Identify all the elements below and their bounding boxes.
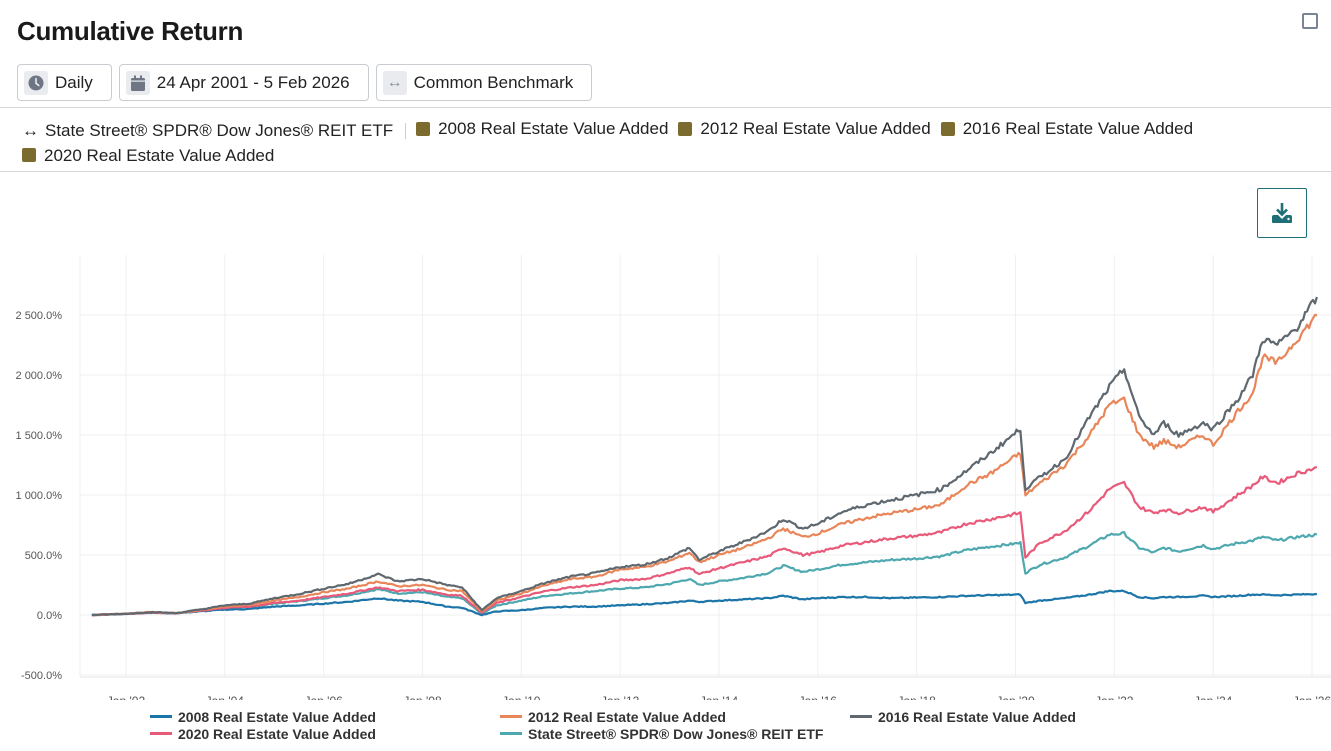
- series-filter-bar: ↔ State Street® SPDR® Dow Jones® REIT ET…: [22, 116, 1312, 169]
- y-tick-label: 500.0%: [25, 550, 63, 562]
- series-line-0: [91, 589, 1317, 617]
- x-tick-label: Jan '10: [502, 694, 541, 700]
- legend-item-2008[interactable]: 2008 Real Estate Value Added: [150, 708, 376, 725]
- filter-portfolio-2012[interactable]: 2012 Real Estate Value Added: [678, 116, 931, 141]
- x-tick-label: Jan '26: [1293, 694, 1331, 700]
- legend-label: 2020 Real Estate Value Added: [178, 725, 376, 742]
- clock-icon: [24, 70, 48, 95]
- filter-benchmark[interactable]: ↔ State Street® SPDR® Dow Jones® REIT ET…: [22, 118, 393, 143]
- x-tick-label: Jan '08: [403, 694, 442, 700]
- filter-benchmark-label: State Street® SPDR® Dow Jones® REIT ETF: [45, 120, 394, 140]
- x-tick-label: Jan '14: [700, 694, 739, 700]
- benchmark-selector[interactable]: ↔ Common Benchmark: [375, 64, 593, 101]
- legend-label: 2016 Real Estate Value Added: [878, 708, 1076, 725]
- legend-label: 2008 Real Estate Value Added: [178, 708, 376, 725]
- y-tick-label: -500.0%: [21, 670, 62, 682]
- x-tick-label: Jan '02: [107, 694, 146, 700]
- y-tick-label: 1 500.0%: [16, 430, 63, 442]
- portfolio-color-swatch: [940, 121, 955, 136]
- x-tick-label: Jan '22: [1095, 694, 1134, 700]
- frequency-selector[interactable]: Daily: [17, 64, 112, 101]
- series-line-3: [91, 466, 1317, 617]
- legend-label: 2012 Real Estate Value Added: [528, 708, 726, 725]
- filter-separator: [405, 123, 407, 140]
- series-lines: [91, 296, 1318, 617]
- divider: [0, 107, 1331, 108]
- download-button[interactable]: [1257, 188, 1307, 238]
- benchmark-label: Common Benchmark: [413, 72, 574, 92]
- maximize-square-icon[interactable]: [1302, 13, 1318, 29]
- portfolio-color-swatch: [416, 121, 431, 136]
- left-right-arrow-icon: ↔: [22, 120, 39, 140]
- filter-portfolio-label: 2020 Real Estate Value Added: [44, 145, 275, 165]
- y-tick-label: 2 500.0%: [16, 310, 63, 322]
- filter-portfolio-label: 2016 Real Estate Value Added: [962, 119, 1194, 138]
- divider: [0, 171, 1331, 172]
- frequency-label: Daily: [55, 72, 93, 92]
- cumulative-return-chart: -500.0% 0.0% 500.0% 1 000.0% 1 500.0% 2 000.0…: [16, 255, 1331, 700]
- legend-swatch: [850, 715, 872, 718]
- download-icon: [1272, 203, 1292, 223]
- y-axis: -500.0% 0.0% 500.0% 1 000.0% 1 500.0% 2 000.0…: [16, 310, 63, 682]
- y-tick-label: 2 000.0%: [16, 370, 63, 382]
- legend-item-benchmark[interactable]: State Street® SPDR® Dow Jones® REIT ETF: [500, 725, 823, 742]
- calendar-icon: [125, 70, 150, 95]
- x-tick-label: Jan '16: [799, 694, 838, 700]
- legend-item-2020[interactable]: 2020 Real Estate Value Added: [150, 725, 376, 742]
- date-range-label: 24 Apr 2001 - 5 Feb 2026: [156, 72, 350, 92]
- legend-swatch: [150, 732, 172, 735]
- x-tick-label: Jan '20: [996, 694, 1035, 700]
- grid: [79, 255, 1331, 678]
- portfolio-color-swatch: [678, 121, 693, 136]
- x-tick-label: Jan '06: [305, 694, 344, 700]
- legend-swatch: [500, 732, 522, 735]
- filter-portfolio-label: 2008 Real Estate Value Added: [438, 119, 669, 138]
- y-tick-label: 1 000.0%: [16, 490, 63, 502]
- left-right-arrow-icon: ↔: [382, 70, 407, 95]
- legend-swatch: [150, 715, 172, 718]
- x-tick-label: Jan '18: [898, 694, 937, 700]
- legend-item-2016[interactable]: 2016 Real Estate Value Added: [850, 708, 1076, 725]
- date-range-selector[interactable]: 24 Apr 2001 - 5 Feb 2026: [118, 64, 369, 101]
- legend-label: State Street® SPDR® Dow Jones® REIT ETF: [528, 725, 824, 742]
- filter-portfolio-label: 2012 Real Estate Value Added: [700, 119, 931, 138]
- y-tick-label: 0.0%: [37, 610, 62, 622]
- portfolio-color-swatch: [22, 148, 36, 162]
- legend-swatch: [500, 715, 522, 718]
- filter-portfolio-2008[interactable]: 2008 Real Estate Value Added: [416, 116, 668, 141]
- filter-portfolio-2020[interactable]: 2020 Real Estate Value Added: [22, 143, 274, 168]
- x-tick-label: Jan '04: [206, 694, 245, 700]
- series-line-2: [91, 296, 1318, 617]
- page-title: Cumulative Return: [17, 16, 244, 46]
- filter-portfolio-2016[interactable]: 2016 Real Estate Value Added: [940, 116, 1194, 141]
- x-tick-label: Jan '24: [1194, 694, 1233, 700]
- x-tick-label: Jan '12: [601, 694, 640, 700]
- legend-item-2012[interactable]: 2012 Real Estate Value Added: [500, 708, 726, 725]
- x-axis: Jan '02 Jan '04 Jan '06 Jan '08 Jan '10 Jan '…: [107, 694, 1331, 700]
- series-line-1: [91, 313, 1317, 617]
- controls-toolbar: Daily 24 Apr 2001 - 5 Feb 2026 ↔ Common …: [17, 64, 593, 101]
